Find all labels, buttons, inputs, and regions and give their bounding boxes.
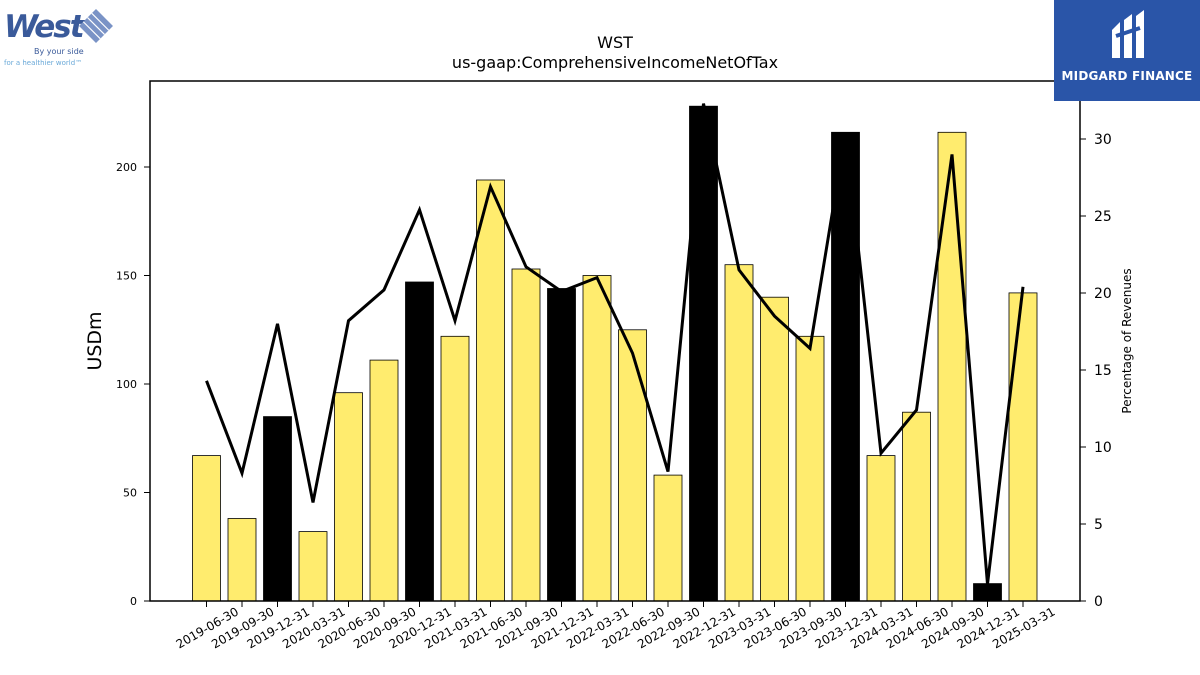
bar-2021-06-30 <box>476 179 505 602</box>
west-diamond-icon <box>79 9 113 43</box>
bar-2025-03-31 <box>1008 292 1038 602</box>
bar-2019-09-30 <box>227 518 257 602</box>
bar-2019-12-31 <box>263 416 292 602</box>
x-axis: 2019-06-302019-09-302019-12-312020-03-31… <box>174 601 1058 651</box>
bar-2020-09-30 <box>369 359 399 602</box>
bar-2023-06-30 <box>760 296 789 602</box>
left-tick-label-200: 200 <box>116 161 137 174</box>
right-tick-label-20: 20 <box>1094 286 1112 302</box>
left-axis: 0 50 100 150 200 <box>116 161 150 608</box>
west-wordmark: West <box>4 9 86 45</box>
bar-2023-03-31 <box>724 264 754 602</box>
y2-axis-label: Percentage of Revenues <box>1120 268 1134 413</box>
bar-2024-03-31 <box>866 455 896 602</box>
west-tagline-2: for a healthier world™ <box>4 59 82 67</box>
bar-series <box>192 105 1038 602</box>
line-percentage-of-revenues <box>205 103 1025 585</box>
west-logo: West By your side for a healthier world™ <box>4 9 113 67</box>
right-axis: 0 5 10 15 20 25 30 <box>1080 132 1112 610</box>
bar-2019-06-30 <box>192 455 221 602</box>
left-tick-label-100: 100 <box>116 378 137 391</box>
midgard-logo: MIDGARD FINANCE <box>1054 0 1200 101</box>
bar-2022-03-31 <box>582 275 612 602</box>
bar-2022-09-30 <box>653 474 683 602</box>
line-series <box>205 103 1025 585</box>
bar-2024-06-30 <box>902 411 931 602</box>
bar-2021-12-31 <box>547 288 576 602</box>
left-tick-label-150: 150 <box>116 270 137 283</box>
midgard-brand-name: MIDGARD FINANCE <box>1061 69 1193 83</box>
right-tick-label-15: 15 <box>1094 363 1112 379</box>
bar-2022-06-30 <box>618 329 647 602</box>
right-tick-label-0: 0 <box>1094 594 1103 610</box>
right-tick-label-5: 5 <box>1094 517 1103 533</box>
right-tick-label-10: 10 <box>1094 440 1112 456</box>
bar-2021-09-30 <box>511 268 541 602</box>
left-tick-label-50: 50 <box>123 487 137 500</box>
bar-2021-03-31 <box>440 335 470 602</box>
left-tick-label-0: 0 <box>130 595 137 608</box>
right-tick-label-30: 30 <box>1094 132 1112 148</box>
chart-title: WST <box>597 33 633 52</box>
bar-2024-12-31 <box>973 583 1002 602</box>
bar-2022-12-31 <box>689 105 718 602</box>
west-tagline-1: By your side <box>34 47 84 56</box>
y-axis-label: USDm <box>84 311 106 370</box>
midgard-emblem-icon <box>1112 10 1144 58</box>
bar-2023-12-31 <box>831 131 860 602</box>
right-tick-label-25: 25 <box>1094 209 1112 225</box>
bar-2024-09-30 <box>937 131 967 602</box>
plot-frame <box>149 80 1081 602</box>
bar-2023-09-30 <box>795 335 825 602</box>
chart-subtitle: us-gaap:ComprehensiveIncomeNetOfTax <box>451 53 779 72</box>
bar-2020-03-31 <box>298 531 328 602</box>
bar-2020-06-30 <box>334 392 363 602</box>
bar-2020-12-31 <box>405 281 434 602</box>
